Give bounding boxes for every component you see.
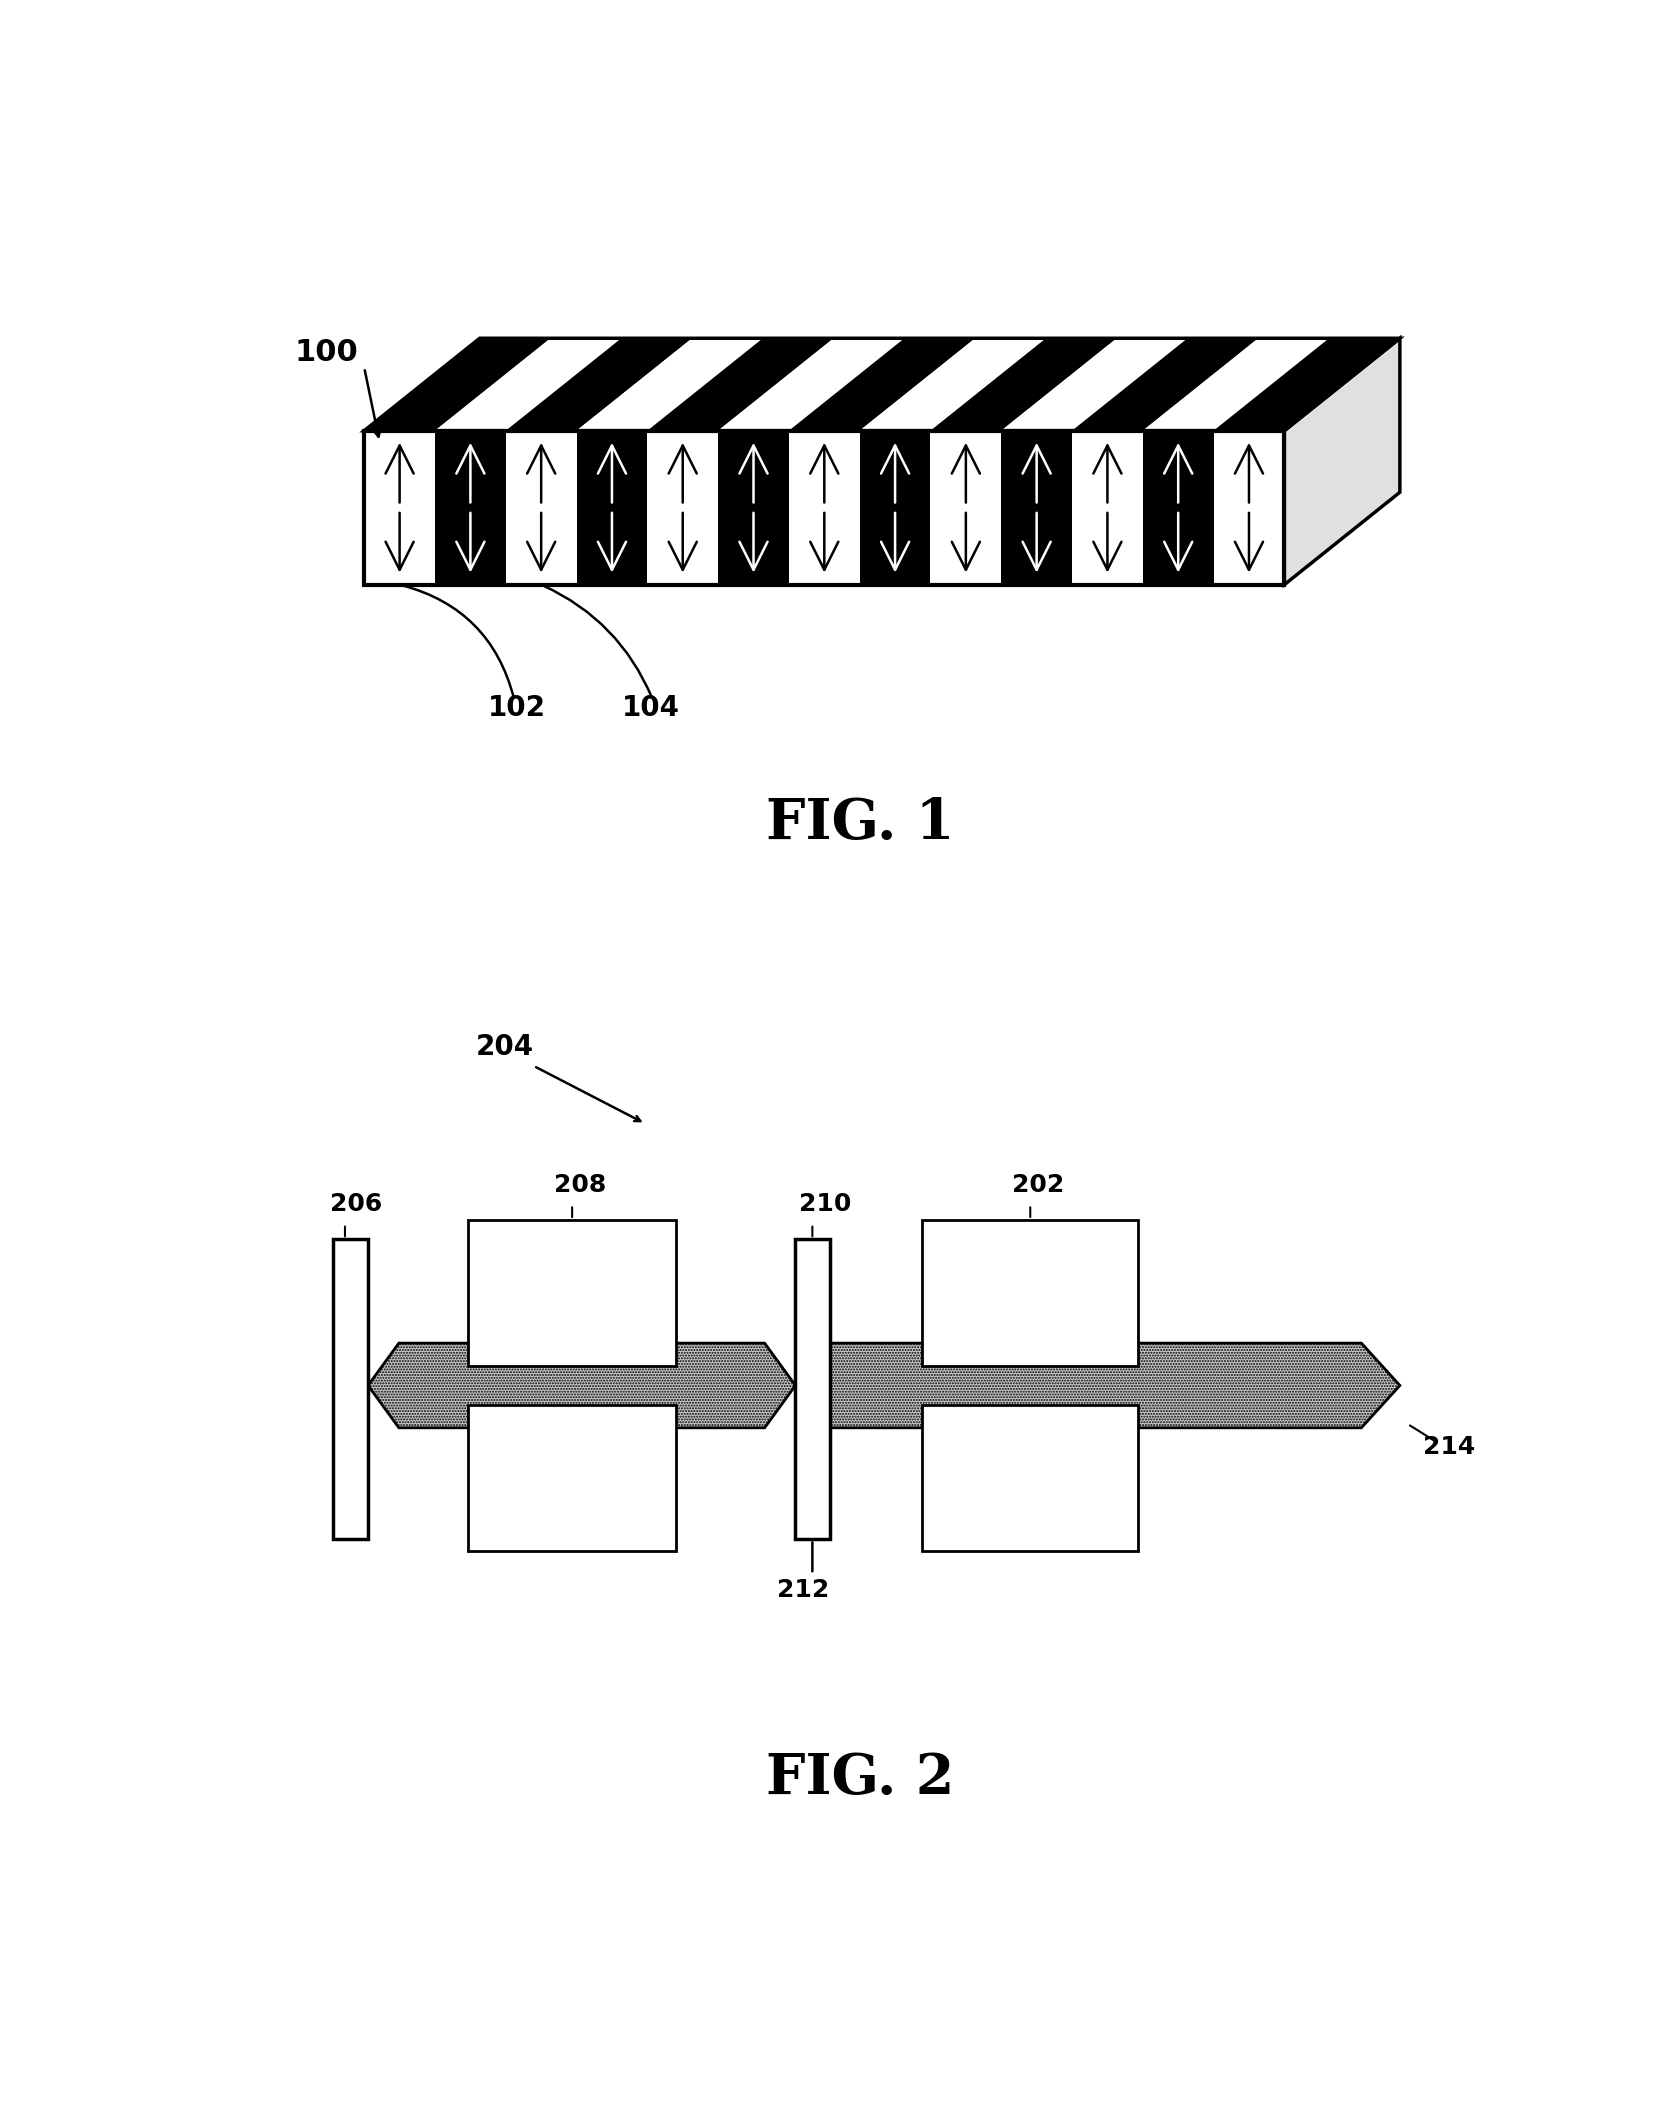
Polygon shape <box>648 338 834 431</box>
Text: 104: 104 <box>623 693 680 723</box>
Bar <box>334 1238 368 1540</box>
Polygon shape <box>435 338 621 431</box>
Bar <box>930 431 1001 585</box>
Polygon shape <box>719 338 905 431</box>
Polygon shape <box>1214 338 1400 431</box>
Text: 210: 210 <box>799 1192 851 1217</box>
Bar <box>789 431 860 585</box>
Text: 212: 212 <box>777 1578 829 1602</box>
Text: 204: 204 <box>475 1033 534 1061</box>
Text: 214: 214 <box>1424 1435 1476 1460</box>
Polygon shape <box>364 338 551 431</box>
Bar <box>1071 431 1143 585</box>
Bar <box>364 431 1284 585</box>
Bar <box>1001 431 1071 585</box>
Polygon shape <box>930 338 1117 431</box>
Bar <box>719 431 789 585</box>
Polygon shape <box>1071 338 1258 431</box>
Polygon shape <box>860 338 1046 431</box>
Bar <box>922 1405 1138 1551</box>
Text: 100: 100 <box>296 338 359 368</box>
Polygon shape <box>1284 338 1400 585</box>
Bar <box>364 431 1284 585</box>
Bar <box>576 431 648 585</box>
Bar <box>648 431 719 585</box>
Bar <box>435 431 505 585</box>
Polygon shape <box>789 338 975 431</box>
Bar <box>468 1219 677 1367</box>
Polygon shape <box>1001 338 1187 431</box>
Bar <box>1143 431 1214 585</box>
Text: 208: 208 <box>554 1173 606 1196</box>
Text: 102: 102 <box>487 693 546 723</box>
Polygon shape <box>368 1344 796 1428</box>
Bar <box>468 1405 677 1551</box>
Bar <box>1214 431 1284 585</box>
Text: 202: 202 <box>1012 1173 1064 1196</box>
Bar <box>505 431 576 585</box>
Bar <box>364 431 435 585</box>
Bar <box>860 431 930 585</box>
Polygon shape <box>829 1344 1400 1428</box>
Text: FIG. 2: FIG. 2 <box>766 1752 954 1807</box>
Text: FIG. 1: FIG. 1 <box>766 797 954 852</box>
Polygon shape <box>1143 338 1330 431</box>
Text: 206: 206 <box>329 1192 381 1217</box>
Polygon shape <box>576 338 762 431</box>
Polygon shape <box>505 338 692 431</box>
Bar <box>796 1238 829 1540</box>
Bar <box>922 1219 1138 1367</box>
